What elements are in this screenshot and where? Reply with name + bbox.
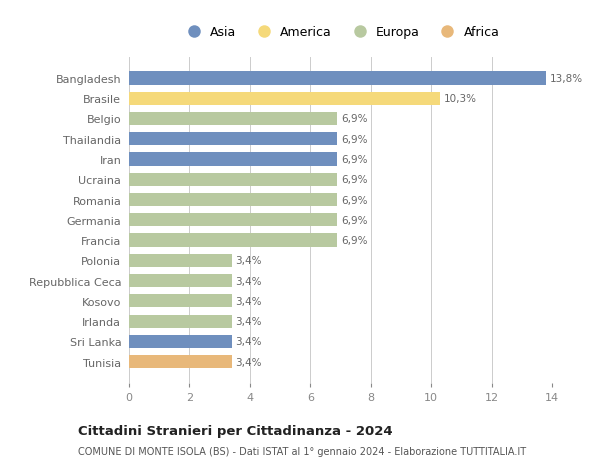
Text: Cittadini Stranieri per Cittadinanza - 2024: Cittadini Stranieri per Cittadinanza - 2… [78,425,392,437]
Bar [129,92,440,106]
Bar [129,315,232,328]
Text: 3,4%: 3,4% [235,336,262,347]
Text: 6,9%: 6,9% [341,215,368,225]
Bar [129,274,232,287]
Text: 3,4%: 3,4% [235,296,262,306]
Bar [129,214,337,227]
Text: 6,9%: 6,9% [341,195,368,205]
Text: 6,9%: 6,9% [341,175,368,185]
Bar [129,72,546,85]
Text: 6,9%: 6,9% [341,114,368,124]
Bar [129,355,232,369]
Bar [129,335,232,348]
Bar [129,295,232,308]
Text: 10,3%: 10,3% [444,94,477,104]
Text: 6,9%: 6,9% [341,134,368,145]
Bar [129,153,337,166]
Text: 3,4%: 3,4% [235,256,262,266]
Bar [129,254,232,267]
Bar [129,174,337,186]
Text: 3,4%: 3,4% [235,276,262,286]
Bar [129,112,337,126]
Text: 6,9%: 6,9% [341,155,368,165]
Text: 3,4%: 3,4% [235,316,262,326]
Text: COMUNE DI MONTE ISOLA (BS) - Dati ISTAT al 1° gennaio 2024 - Elaborazione TUTTIT: COMUNE DI MONTE ISOLA (BS) - Dati ISTAT … [78,446,526,456]
Text: 3,4%: 3,4% [235,357,262,367]
Bar [129,234,337,247]
Text: 13,8%: 13,8% [550,74,583,84]
Text: 6,9%: 6,9% [341,235,368,246]
Bar [129,194,337,207]
Legend: Asia, America, Europa, Africa: Asia, America, Europa, Africa [176,21,505,44]
Bar [129,133,337,146]
